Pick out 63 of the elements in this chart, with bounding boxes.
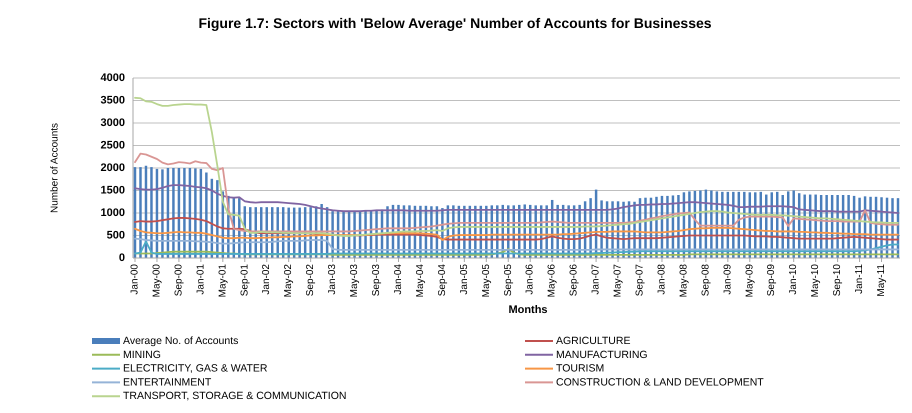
legend-label: TOURISM [556,362,604,375]
y-tick-label: 3000 [100,117,125,129]
x-tick-label: May-07 [612,264,624,298]
x-tick-label: May-09 [744,264,756,298]
x-tick-label: Jan-01 [195,264,206,295]
legend-label: MANUFACTURING [556,348,648,361]
x-tick-label: Sep-04 [436,264,448,296]
line-series [134,217,899,240]
y-tick-label: 2000 [100,162,125,174]
legend-label: AGRICULTURE [556,335,630,347]
x-tick-label: Sep-08 [700,264,712,296]
chart-title: Figure 1.7: Sectors with 'Below Average' Number of Accounts for Businesses [198,15,712,31]
x-tick-label: Jan-11 [854,264,866,294]
x-tick-label: May-05 [480,264,492,298]
y-tick-label: 2500 [100,140,125,152]
x-tick-label: May-08 [678,264,690,298]
y-tick-label: 3500 [100,94,125,106]
legend-label: Average No. of Accounts [123,335,238,347]
y-tick-label: 1000 [100,207,125,219]
x-tick-label: Sep-07 [634,264,646,296]
x-tick-label: May-01 [217,264,228,298]
x-tick-label: May-10 [810,264,822,298]
legend-label: CONSTRUCTION & LAND DEVELOPMENT [556,376,764,388]
x-tick-label: Jan-02 [261,264,272,295]
line-series [134,238,899,251]
y-axis-title: Number of Accounts [50,122,60,214]
x-tick-label: Sep-03 [371,264,382,296]
y-tick-label: 4000 [100,72,125,84]
line-series [134,226,899,241]
x-tick-label: Sep-01 [239,264,250,296]
x-tick-label: May-04 [414,264,426,298]
y-tick-label: 1500 [100,184,125,196]
line-series [134,96,899,237]
x-tick-label: Sep-09 [766,264,778,296]
x-tick-label: Jan-04 [392,264,404,295]
x-tick-label: May-11 [876,264,888,297]
legend-label: ENTERTAINMENT [123,376,212,388]
x-tick-label: Jan-06 [524,264,536,295]
x-tick-label: Jan-10 [788,264,800,295]
y-tick-label: 500 [106,230,125,242]
x-axis-title: Months [508,304,548,316]
x-tick-label: Jan-00 [130,264,140,295]
x-tick-label: May-03 [349,264,360,298]
x-tick-label: May-06 [546,264,558,298]
x-tick-label: Jan-05 [458,264,470,295]
x-tick-label: Sep-06 [568,264,580,296]
x-tick-label: May-00 [151,264,162,298]
x-tick-label: Sep-05 [502,264,514,296]
x-tick-label: Sep-02 [305,264,316,296]
x-tick-label: Jan-07 [590,264,602,295]
x-tick-label: Sep-00 [173,264,184,296]
legend-label: TRANSPORT, STORAGE & COMMUNICATION [123,390,346,402]
x-tick-label: Sep-10 [832,264,844,296]
line-series [134,184,899,214]
legend-label: MINING [123,348,161,361]
line-series [134,152,899,232]
x-tick-label: May-02 [283,264,294,298]
x-tick-label: Jan-08 [656,264,668,295]
x-tick-label: Jan-03 [327,264,338,295]
x-tick-label: Jan-09 [722,264,734,295]
legend-label: ELECTRICITY, GAS & WATER [123,362,268,375]
line-series [134,240,899,255]
y-tick-label: 0 [118,252,125,264]
